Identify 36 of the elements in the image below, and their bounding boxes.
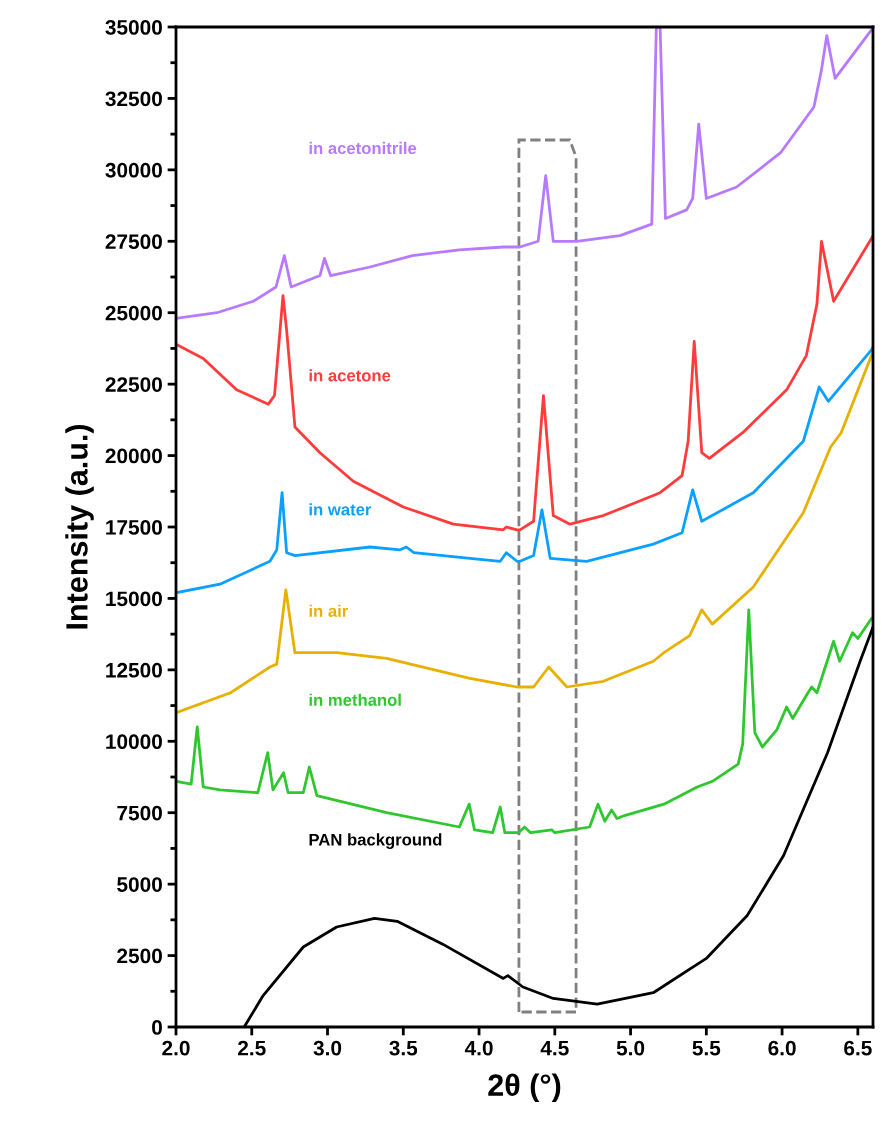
line-series <box>176 234 873 532</box>
line-series <box>176 351 873 715</box>
text: PAN background <box>309 833 442 849</box>
y-tick-label: 7500 <box>117 805 162 821</box>
y-tick-label: 32500 <box>105 91 162 107</box>
y-tick-label: 15000 <box>106 591 162 607</box>
y-tick-label: 10000 <box>106 734 162 750</box>
x-tick-label: 3.0 <box>313 1040 342 1056</box>
y-axis-title: Intensity (a.u.) <box>65 424 94 629</box>
series-label: in water <box>309 503 372 516</box>
y-tick-label: 25000 <box>105 305 162 321</box>
y-tick-label: 17500 <box>106 520 162 535</box>
x-tick-label: 2.0 <box>162 1040 190 1056</box>
y-tick-label: 0 <box>152 1020 162 1035</box>
y-tick-label: 35000 <box>105 20 162 35</box>
x-axis-title: 2θ (°) <box>488 1073 561 1102</box>
x-tick-label: 6.0 <box>768 1040 796 1056</box>
text: in methanol <box>309 693 401 706</box>
x-tick-label: 4.5 <box>540 1040 569 1056</box>
x-tick-label: 3.5 <box>389 1040 418 1056</box>
y-tick-label: 27500 <box>105 234 162 250</box>
x-tick-label: 2.5 <box>238 1040 266 1056</box>
x-tick-label: 5.0 <box>616 1040 645 1056</box>
y-tick-label: 12500 <box>106 662 162 678</box>
x-tick-label: 6.5 <box>844 1040 872 1056</box>
text: in acetonitrile <box>309 141 417 155</box>
series-label: in air <box>309 604 349 617</box>
x-tick-label: 4.0 <box>464 1040 493 1056</box>
y-tick-label: 5000 <box>117 877 162 892</box>
y-tick-label: 22500 <box>105 377 162 392</box>
y-tick-label: 30000 <box>105 162 162 178</box>
line-series <box>176 345 873 595</box>
y-tick-label: 2500 <box>117 948 162 964</box>
series-label: in acetone <box>309 369 391 382</box>
x-tick-label: 5.5 <box>692 1040 721 1056</box>
y-tick-label: 20000 <box>105 448 162 464</box>
